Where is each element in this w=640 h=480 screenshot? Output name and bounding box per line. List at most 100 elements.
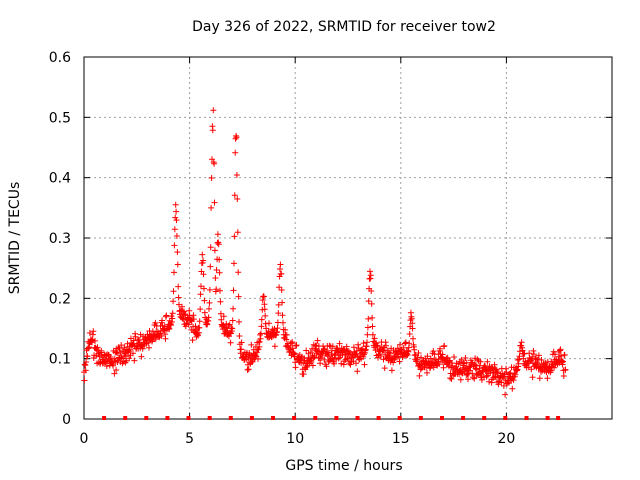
data-point: [406, 340, 413, 347]
data-point: [122, 353, 129, 360]
baseline-marker: [334, 416, 339, 420]
data-point: [132, 333, 139, 340]
data-point: [226, 321, 233, 328]
data-points: [81, 107, 569, 398]
data-point: [365, 298, 372, 305]
data-point: [253, 349, 260, 356]
data-point: [303, 347, 310, 354]
data-point: [172, 201, 179, 208]
data-point: [292, 364, 299, 371]
data-point: [278, 270, 285, 277]
data-point: [368, 288, 375, 294]
data-point: [279, 312, 286, 319]
data-point: [274, 325, 281, 332]
data-point: [437, 345, 444, 352]
data-point: [397, 341, 403, 348]
data-point: [448, 375, 455, 382]
data-point: [170, 298, 177, 305]
data-point: [335, 355, 342, 362]
baseline-marker: [228, 416, 233, 420]
baseline-marker: [144, 416, 149, 420]
data-point: [469, 370, 476, 377]
data-point: [528, 366, 535, 373]
data-point: [211, 247, 218, 254]
data-point: [232, 149, 239, 156]
y-tick-label: 0.6: [49, 50, 71, 66]
data-point: [163, 312, 170, 319]
data-point: [221, 324, 228, 331]
data-point: [238, 339, 245, 346]
data-point: [396, 358, 403, 365]
data-point: [182, 311, 189, 318]
data-point: [168, 322, 174, 329]
data-point: [275, 310, 282, 317]
baseline-marker: [440, 416, 444, 420]
data-point: [82, 362, 89, 369]
y-tick-label: 0.1: [49, 352, 71, 368]
data-point: [518, 339, 525, 346]
data-point: [307, 349, 314, 356]
data-point: [529, 374, 536, 381]
data-point: [535, 352, 542, 359]
data-point: [209, 127, 216, 134]
axis-ticks: 0 0.1 0.2 0.3 0.4 0.5 0.6 0 5 10 15 20: [49, 50, 612, 447]
data-point: [230, 287, 237, 294]
data-point: [551, 364, 558, 371]
baseline-marker: [418, 416, 423, 420]
data-point: [149, 337, 156, 344]
data-point: [107, 354, 114, 360]
data-point: [514, 357, 521, 363]
data-point: [418, 354, 425, 361]
data-point: [206, 286, 213, 293]
data-point: [510, 377, 517, 384]
data-point: [368, 300, 375, 307]
data-point: [402, 339, 409, 346]
data-point: [409, 320, 416, 327]
y-tick-label: 0.2: [49, 291, 71, 307]
data-point: [313, 342, 320, 349]
data-point: [233, 134, 240, 141]
x-tick-label: 5: [185, 431, 194, 447]
data-point: [139, 345, 146, 352]
data-point: [498, 379, 505, 386]
baseline-marker: [524, 416, 529, 420]
data-point: [276, 284, 283, 291]
data-point: [206, 305, 212, 312]
data-point: [323, 363, 330, 370]
data-point: [245, 366, 252, 373]
data-point: [560, 358, 566, 365]
data-point: [441, 342, 448, 349]
data-point: [197, 291, 204, 298]
data-point: [215, 241, 222, 248]
data-point: [213, 267, 220, 273]
data-point: [560, 373, 567, 379]
baseline-markers: [102, 416, 561, 420]
data-point: [217, 298, 224, 305]
data-point: [266, 320, 272, 327]
baseline-marker: [545, 416, 550, 420]
data-point: [369, 331, 376, 338]
data-point: [293, 342, 300, 349]
data-point: [275, 301, 282, 308]
data-point: [277, 261, 284, 268]
data-point: [162, 335, 169, 342]
data-point: [514, 366, 521, 373]
data-point: [81, 377, 88, 384]
data-point: [127, 346, 133, 353]
data-point: [278, 287, 285, 293]
data-point: [217, 287, 223, 294]
data-point: [206, 299, 213, 306]
data-point: [530, 351, 537, 358]
data-point: [369, 314, 376, 321]
data-point: [207, 244, 214, 251]
data-point: [234, 196, 241, 202]
data-point: [317, 360, 324, 367]
baseline-marker: [556, 416, 561, 420]
data-point: [171, 269, 177, 276]
data-point: [179, 303, 185, 310]
data-point: [84, 353, 91, 360]
data-point: [364, 331, 371, 338]
data-point: [258, 323, 265, 330]
data-point: [131, 357, 138, 364]
data-point: [256, 338, 263, 345]
